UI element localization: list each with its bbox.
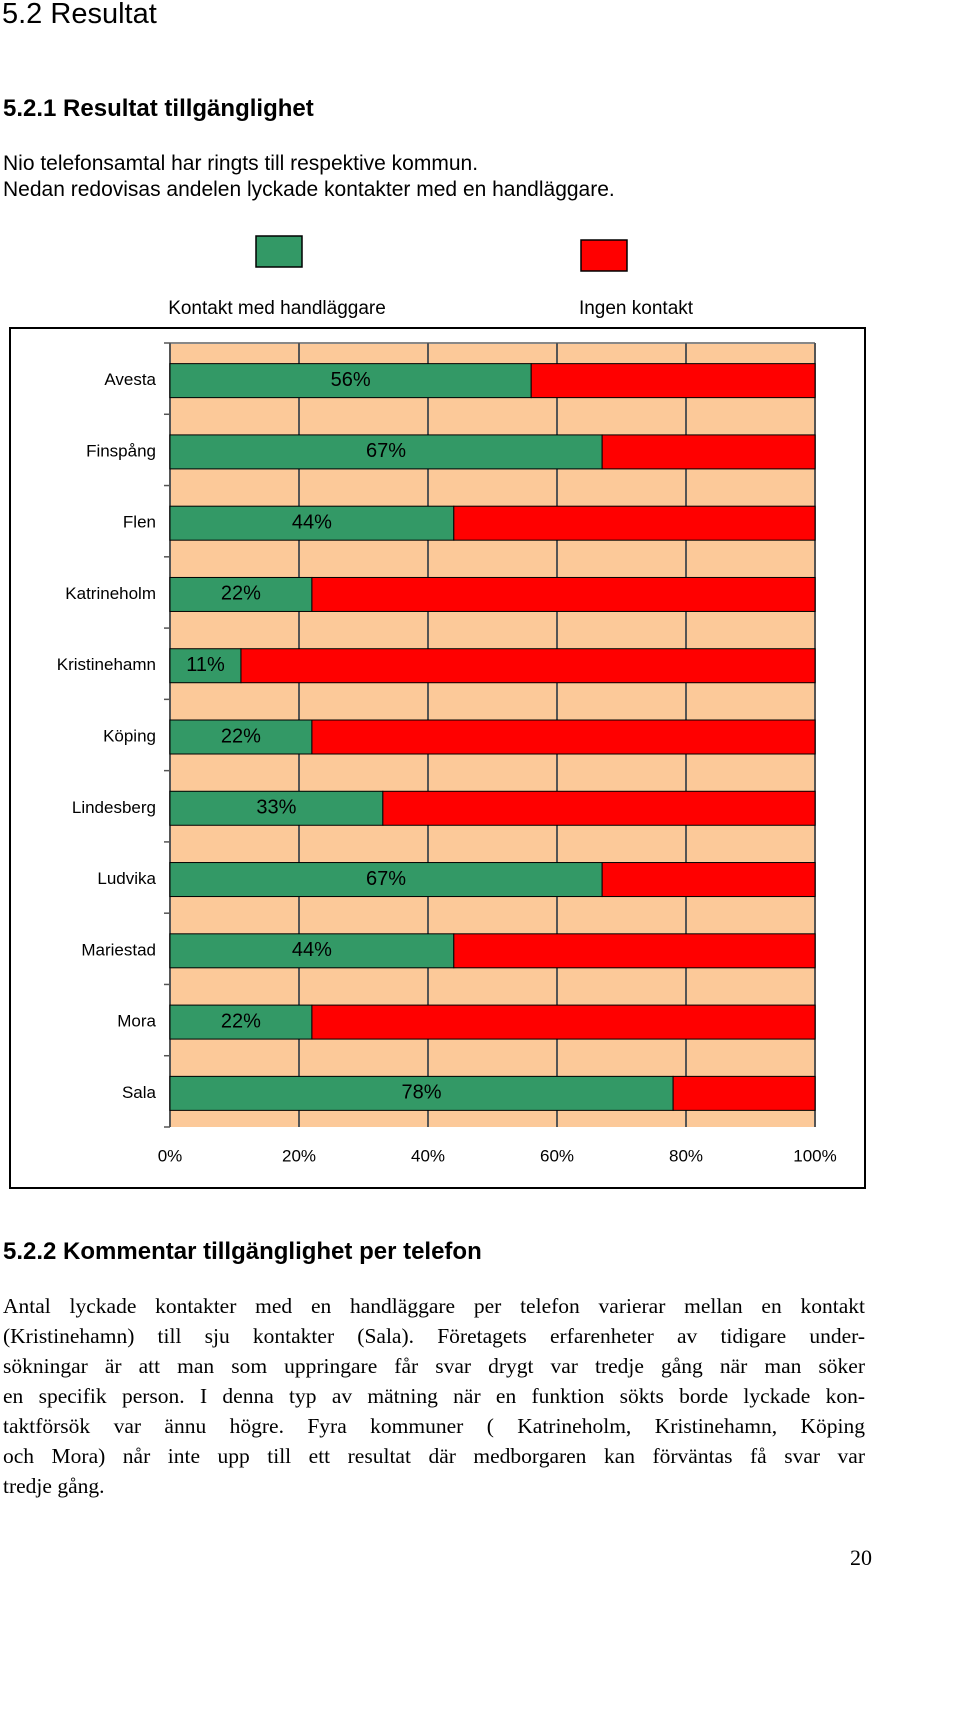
y-tick-label: Sala: [122, 1083, 157, 1102]
y-tick-label: Katrineholm: [65, 584, 156, 603]
data-label: 44%: [292, 511, 332, 533]
y-tick-label: Finspång: [86, 441, 156, 460]
data-label: 44%: [292, 939, 332, 961]
bar-segment: [169, 1004, 313, 1040]
bar-segment: [169, 434, 603, 470]
data-label: 78%: [402, 1082, 442, 1104]
data-label: 22%: [221, 725, 261, 747]
paragraph-line: sökningar är att man som uppringare får …: [3, 1354, 865, 1378]
x-tick-label: 60%: [540, 1146, 574, 1165]
bar-segment: [311, 719, 816, 755]
data-label: 56%: [331, 369, 371, 391]
y-tick-label: Köping: [103, 726, 156, 745]
intro-line: Nio telefonsamtal har ringts till respek…: [3, 152, 479, 175]
intro-line: Nedan redovisas andelen lyckade kontakte…: [3, 178, 615, 201]
bar-segment: [169, 933, 455, 969]
x-tick-label: 40%: [411, 1146, 445, 1165]
bar-segment: [453, 505, 816, 541]
bar-segment: [169, 576, 313, 612]
bar-segment: [240, 648, 816, 684]
data-label: 67%: [366, 440, 406, 462]
bar-segment: [169, 1075, 674, 1111]
bar-segment: [601, 862, 816, 898]
x-tick-label: 100%: [793, 1146, 836, 1165]
data-label: 11%: [186, 654, 225, 676]
bar-segment: [169, 719, 313, 755]
paragraph-line: Antal lyckade kontakter med en handlägga…: [3, 1294, 865, 1318]
y-tick-label: Mora: [117, 1012, 156, 1031]
paragraph-line: taktförsök var ännu högre. Fyra kommuner…: [3, 1414, 865, 1438]
y-tick-label: Flen: [123, 513, 156, 532]
page-number: 20: [850, 1545, 872, 1570]
legend-swatch: [255, 235, 303, 268]
bar-segment: [169, 648, 242, 684]
bar-segment: [453, 933, 816, 969]
bar-segment: [672, 1075, 816, 1111]
y-tick-label: Ludvika: [97, 869, 156, 888]
paragraph-line: en specifik person. I denna typ av mätni…: [3, 1384, 865, 1408]
page-title: 5.2 Resultat: [2, 0, 157, 30]
data-label: 33%: [256, 797, 296, 819]
bar-segment: [169, 505, 455, 541]
x-tick-label: 0%: [158, 1146, 183, 1165]
data-label: 22%: [221, 1010, 261, 1032]
x-tick-label: 80%: [669, 1146, 703, 1165]
bar-segment: [311, 576, 816, 612]
y-tick-label: Avesta: [104, 370, 156, 389]
bar-segment: [311, 1004, 816, 1040]
paragraph-line: och Mora) når inte upp till ett resultat…: [3, 1444, 865, 1468]
bar-segment: [530, 363, 816, 399]
bar-segment: [601, 434, 816, 470]
legend-label: Ingen kontakt: [579, 298, 694, 319]
bar-segment: [169, 363, 532, 399]
y-tick-label: Lindesberg: [72, 798, 156, 817]
paragraph-line: tredje gång.: [3, 1474, 105, 1498]
legend-label: Kontakt med handläggare: [168, 298, 386, 319]
legend-swatch: [580, 239, 628, 272]
paragraph-line: (Kristinehamn) till sju kontakter (Sala)…: [3, 1324, 865, 1348]
bar-segment: [382, 790, 816, 826]
section-heading: 5.2.2 Kommentar tillgänglighet per telef…: [3, 1238, 482, 1265]
bar-segment: [169, 790, 384, 826]
data-label: 67%: [366, 868, 406, 890]
y-tick-label: Kristinehamn: [57, 655, 156, 674]
y-tick-label: Mariestad: [81, 940, 156, 959]
data-label: 22%: [221, 583, 261, 605]
x-tick-label: 20%: [282, 1146, 316, 1165]
section-heading: 5.2.1 Resultat tillgänglighet: [3, 95, 314, 122]
